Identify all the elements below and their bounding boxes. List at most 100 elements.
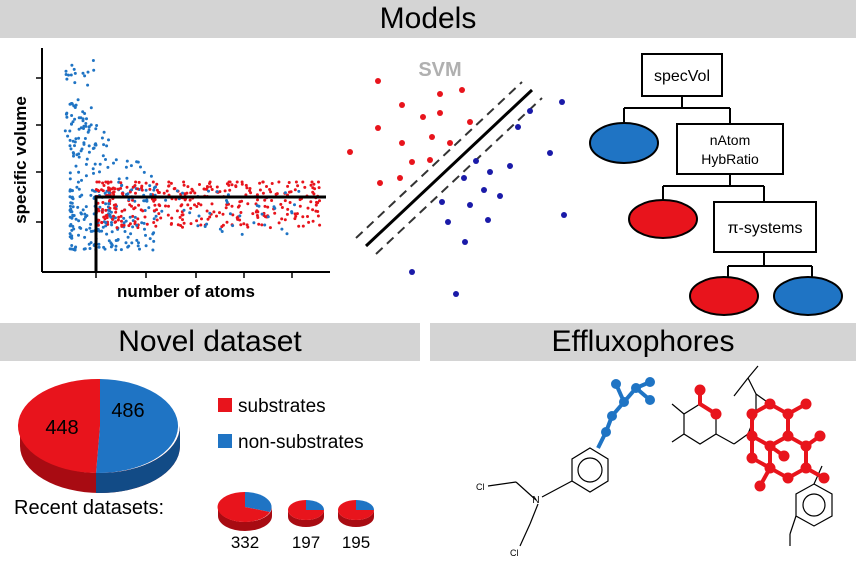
scatter-dot	[70, 210, 74, 214]
scatter-dot	[208, 182, 211, 185]
scatter-dot	[69, 102, 73, 105]
scatter-dot	[84, 228, 88, 232]
scatter-dot	[205, 185, 209, 188]
scatter-dot	[147, 206, 151, 210]
scatter-dot	[227, 180, 231, 184]
scatter-dot	[101, 154, 105, 158]
scatter-dot	[230, 183, 234, 187]
scatter-dot	[106, 181, 110, 185]
scatter-dot	[83, 212, 87, 216]
scatter-dot	[309, 183, 313, 187]
scatter-dot	[77, 136, 81, 140]
scatter-dot	[221, 212, 225, 216]
scatter-dot	[137, 203, 141, 207]
scatter-dot	[65, 115, 69, 119]
scatter-dot	[120, 184, 123, 188]
scatter-dot	[193, 203, 196, 207]
scatter-dot	[167, 204, 170, 208]
scatter-dot	[218, 211, 221, 215]
scatter-dot	[107, 239, 111, 243]
scatter-dot	[104, 208, 108, 212]
scatter-dot	[111, 186, 115, 190]
scatter-dot	[129, 232, 133, 236]
scatter-dot	[126, 235, 130, 239]
dataset-legend: substrates non-substrates	[218, 396, 364, 453]
scatter-dot	[110, 230, 114, 234]
scatter-dot	[311, 219, 315, 223]
scatter-dot	[116, 238, 120, 241]
scatter-dot	[182, 208, 186, 212]
scatter-dot	[238, 214, 242, 218]
scatter-dot	[70, 236, 74, 240]
svm-red-points	[347, 78, 473, 186]
scatter-dot	[76, 98, 80, 102]
scatter-dot	[186, 185, 190, 189]
scatter-dot	[225, 199, 228, 202]
scatter-dot	[195, 219, 199, 223]
scatter-dot	[123, 208, 127, 212]
scatter-dot	[294, 180, 298, 184]
scatter-dot	[181, 191, 184, 195]
scatter-dot	[109, 245, 113, 249]
scatter-dot	[195, 205, 199, 208]
scatter-dot	[129, 164, 133, 168]
scatter-dot	[134, 191, 137, 195]
scatter-dot	[270, 199, 274, 202]
scatter-dot	[131, 225, 135, 229]
scatter-dot	[311, 208, 315, 212]
scatter-dot	[119, 214, 123, 218]
scatter-dot	[175, 189, 179, 193]
scatter-dot	[270, 182, 274, 185]
scatter-dot	[98, 162, 102, 166]
molecule-2-red-rings	[694, 384, 830, 492]
scatter-dot	[124, 165, 128, 169]
scatter-dot	[178, 215, 182, 219]
scatter-dot	[104, 202, 108, 206]
scatter-dot	[82, 218, 86, 221]
scatter-dot	[296, 184, 300, 188]
recent-pie-195	[338, 500, 374, 520]
scatter-dot	[110, 221, 113, 224]
scatter-dot	[311, 186, 315, 190]
scatter-dot	[131, 198, 134, 202]
scatter-dot	[83, 74, 87, 78]
scatter-dot	[240, 180, 244, 184]
scatter-dot	[297, 189, 301, 193]
scatter-dot	[68, 232, 72, 236]
scatter-dot	[136, 187, 140, 191]
scatter-dot	[203, 225, 207, 228]
scatter-dot	[122, 221, 126, 225]
scatter-dot	[164, 204, 167, 208]
scatter-dot	[188, 211, 192, 215]
scatter-dot	[223, 189, 227, 193]
scatter-dot	[76, 205, 80, 209]
scatter-dot	[67, 73, 70, 77]
scatter-dot	[122, 216, 126, 220]
scatter-dot	[97, 189, 100, 193]
scatter-dot	[239, 223, 243, 227]
scatter-dot	[68, 247, 72, 251]
scatter-dot	[90, 229, 94, 233]
scatter-dot	[70, 196, 74, 200]
scatter-dot	[307, 220, 311, 224]
scatter-dot	[135, 223, 139, 227]
scatter-dot	[83, 137, 87, 140]
legend-non-substrates: non-substrates	[238, 432, 364, 453]
scatter-dot	[83, 247, 87, 251]
scatter-dot	[269, 190, 273, 194]
scatter-dot	[74, 103, 78, 107]
scatter-dot	[70, 189, 74, 193]
decision-boundary	[94, 195, 326, 272]
scatter-dot	[131, 214, 135, 218]
scatter-dot	[154, 214, 158, 218]
scatter-dot	[256, 216, 260, 219]
scatter-dot	[100, 188, 103, 192]
scatter-dot	[246, 202, 250, 206]
scatter-dot	[119, 248, 123, 252]
recent-count-197: 197	[292, 533, 320, 552]
molecule-1	[487, 447, 609, 547]
scatter-x-label: number of atoms	[117, 282, 255, 301]
scatter-dot	[157, 212, 161, 216]
scatter-dot	[183, 192, 187, 196]
scatter-dot	[109, 215, 113, 219]
